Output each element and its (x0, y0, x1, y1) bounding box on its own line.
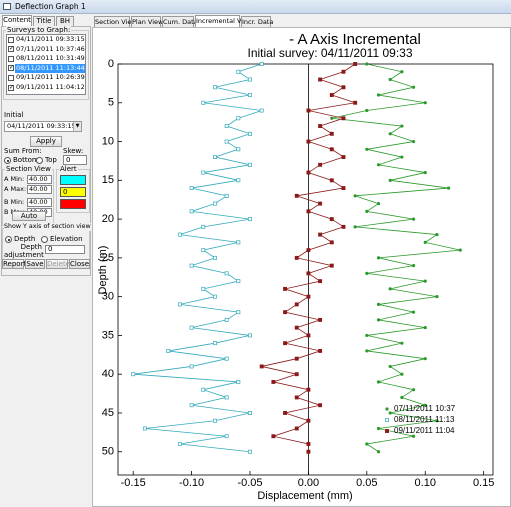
tab[interactable]: Cum. Data (162, 16, 198, 27)
button[interactable]: Report (2, 259, 27, 269)
text-input[interactable]: 40.00 (27, 198, 52, 207)
checkbox[interactable] (8, 55, 14, 62)
window-icon (3, 3, 11, 10)
checkbox[interactable] (8, 74, 14, 81)
tab[interactable]: Incr. Data (241, 16, 274, 27)
label: Initial (4, 111, 24, 119)
button[interactable]: Apply (30, 136, 62, 147)
survey-item[interactable]: 08/11/2011 11:13:44 (16, 63, 85, 72)
window-title: Deflection Graph 1 (15, 2, 86, 11)
text-input[interactable]: 40.00 (27, 185, 52, 194)
group-label: Surveys to Graph: (6, 26, 72, 34)
radio-label[interactable]: Bottom (13, 156, 39, 164)
survey-item[interactable]: 09/11/2011 11:04:12 (16, 83, 85, 91)
radio-label[interactable]: Top (45, 156, 57, 164)
tab[interactable]: Section View (94, 16, 137, 27)
text-input[interactable]: 0 (45, 245, 85, 254)
button: Delete (46, 259, 70, 269)
checkbox[interactable]: ✓ (8, 64, 15, 72)
title-bar (0, 0, 511, 14)
label: Skew: (63, 147, 84, 155)
label: A Max: (4, 185, 27, 193)
text-input[interactable]: 0 (63, 155, 87, 165)
group-label: Show Y axis of section view as: (4, 223, 102, 231)
radio-button[interactable] (4, 157, 11, 164)
selection-highlight (15, 63, 85, 73)
label: A Min: (4, 175, 25, 183)
survey-item[interactable]: 09/11/2011 10:26:39 (16, 73, 85, 82)
chart-area (92, 27, 511, 507)
tab[interactable]: Content (2, 15, 32, 26)
label: Depth adjustment (4, 243, 44, 259)
radio-button[interactable] (36, 157, 43, 164)
checkbox[interactable] (8, 36, 14, 43)
label: B Min: (4, 198, 25, 206)
button[interactable]: Close (69, 259, 90, 269)
radio-button[interactable] (5, 236, 12, 243)
button[interactable]: Save (25, 259, 45, 269)
dropdown-arrow[interactable]: ▼ (73, 122, 81, 131)
radio-label[interactable]: Elevation (50, 235, 83, 243)
alert-color[interactable] (60, 175, 86, 185)
survey-item[interactable]: 07/11/2011 10:37:46 (16, 44, 85, 53)
dropdown[interactable]: 04/11/2011 09:33:15 (4, 121, 82, 132)
alert-color[interactable]: 0 (60, 187, 86, 197)
checkbox[interactable]: ✓ (8, 45, 15, 53)
tab[interactable]: Incremental View (195, 15, 253, 27)
group-label: Alert (59, 165, 78, 173)
tab[interactable]: Plan View (131, 16, 164, 27)
tab[interactable]: BH (56, 16, 74, 26)
tab[interactable]: Title (33, 16, 55, 26)
radio-label[interactable]: Depth (14, 235, 36, 243)
survey-item[interactable]: 08/11/2011 10:31:49 (16, 54, 85, 63)
alert-color[interactable] (60, 199, 86, 209)
survey-item[interactable]: 04/11/2011 09:33:15 (16, 35, 85, 43)
text-input[interactable]: 40.00 (27, 175, 52, 184)
group-label: Section View (5, 165, 52, 173)
radio-dot (6, 159, 9, 162)
radio-button[interactable] (41, 236, 48, 243)
checkbox[interactable]: ✓ (8, 83, 15, 91)
label: Sum From: (4, 147, 42, 155)
left-panel: Content Title BH Surveys to Graph: 04/11/201… (0, 14, 102, 507)
button[interactable]: Auto (12, 211, 46, 221)
radio-dot (7, 238, 10, 241)
